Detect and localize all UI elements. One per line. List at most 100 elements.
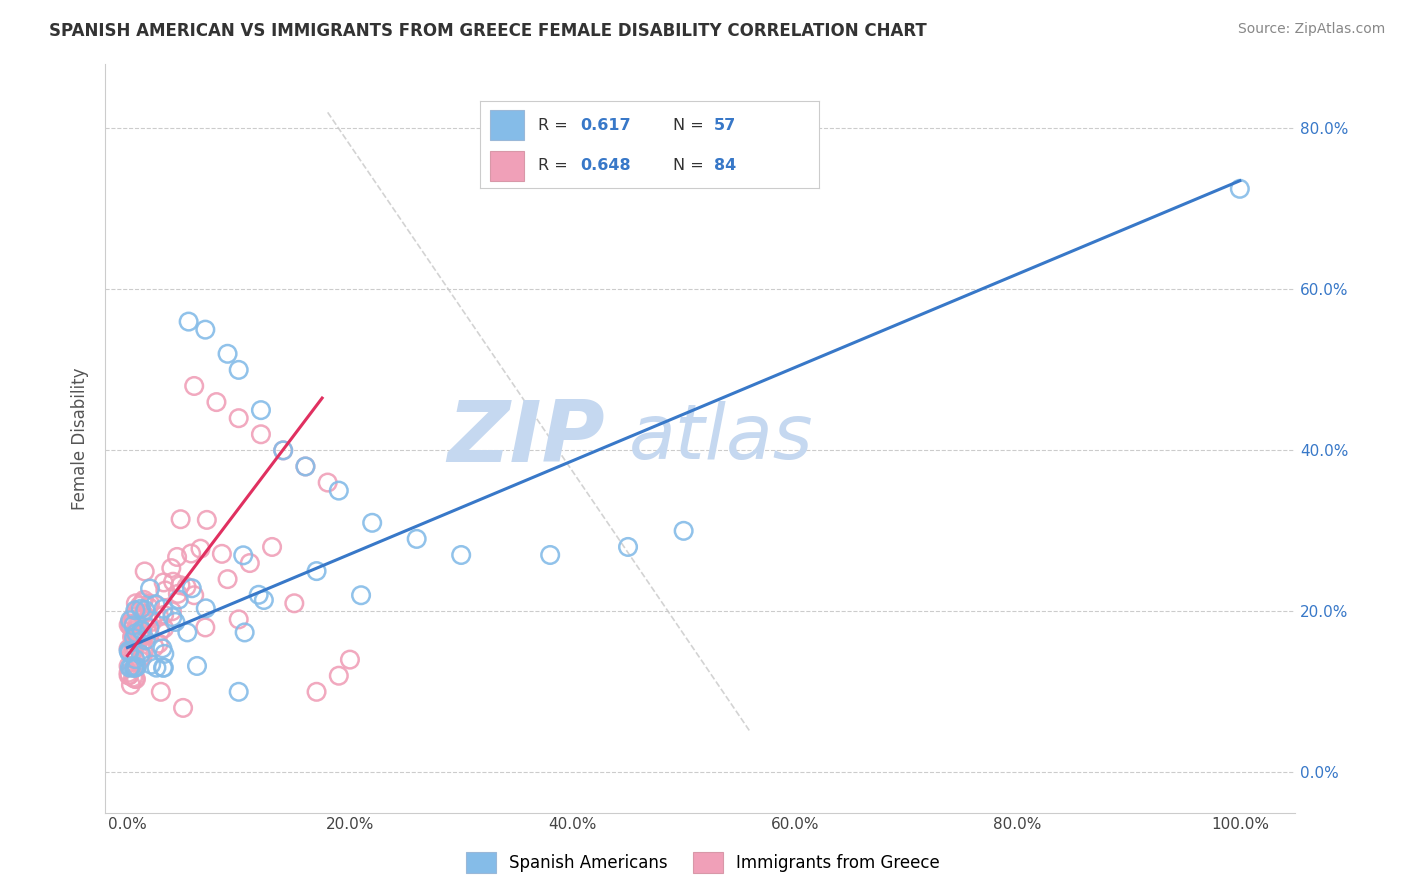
Point xyxy=(328,483,350,498)
Point xyxy=(167,592,190,607)
Point xyxy=(148,637,170,651)
Point xyxy=(131,623,153,637)
Point xyxy=(228,685,250,699)
Point xyxy=(211,547,233,561)
Point xyxy=(118,646,141,660)
Point xyxy=(117,665,139,680)
Point xyxy=(205,395,228,409)
Point xyxy=(122,617,145,632)
Point xyxy=(176,580,198,594)
Point xyxy=(250,427,273,442)
Point xyxy=(155,583,177,598)
Point xyxy=(262,540,284,554)
Point xyxy=(194,601,217,615)
Point xyxy=(305,564,328,578)
Point xyxy=(152,575,174,590)
Point xyxy=(176,625,198,640)
Point xyxy=(125,672,148,686)
Point xyxy=(194,323,217,337)
Point xyxy=(118,616,141,631)
Point xyxy=(143,640,166,654)
Point xyxy=(122,671,145,685)
Point xyxy=(134,603,156,617)
Point xyxy=(124,661,146,675)
Point xyxy=(132,645,155,659)
Point xyxy=(152,661,174,675)
Point xyxy=(162,610,184,624)
Point xyxy=(118,661,141,675)
Point xyxy=(250,403,273,417)
Point xyxy=(538,548,561,562)
Point xyxy=(328,669,350,683)
Point xyxy=(118,668,141,682)
Point xyxy=(124,672,146,686)
Point xyxy=(117,668,139,682)
Point xyxy=(283,596,305,610)
Point xyxy=(138,599,160,614)
Point xyxy=(124,624,146,638)
Text: atlas: atlas xyxy=(628,401,814,475)
Point xyxy=(153,607,176,622)
Text: SPANISH AMERICAN VS IMMIGRANTS FROM GREECE FEMALE DISABILITY CORRELATION CHART: SPANISH AMERICAN VS IMMIGRANTS FROM GREE… xyxy=(49,22,927,40)
Point xyxy=(152,641,174,656)
Point xyxy=(183,588,205,602)
Point xyxy=(361,516,384,530)
Point xyxy=(128,628,150,642)
Point xyxy=(122,661,145,675)
Point xyxy=(1229,182,1251,196)
Text: Source: ZipAtlas.com: Source: ZipAtlas.com xyxy=(1237,22,1385,37)
Point xyxy=(149,685,172,699)
Point xyxy=(132,607,155,621)
Legend: Spanish Americans, Immigrants from Greece: Spanish Americans, Immigrants from Greec… xyxy=(460,846,946,880)
Point xyxy=(271,443,294,458)
Point xyxy=(129,601,152,615)
Point xyxy=(194,620,217,634)
Point xyxy=(239,556,262,570)
Point xyxy=(117,644,139,658)
Point xyxy=(617,540,640,554)
Point xyxy=(122,643,145,657)
Point xyxy=(122,648,145,663)
Point xyxy=(228,363,250,377)
Point xyxy=(186,659,208,673)
Point xyxy=(316,475,339,490)
Point xyxy=(129,648,152,662)
Point xyxy=(180,547,202,561)
Point xyxy=(166,549,188,564)
Point xyxy=(122,638,145,652)
Point xyxy=(122,609,145,624)
Point xyxy=(672,524,695,538)
Point xyxy=(122,628,145,642)
Point xyxy=(117,641,139,656)
Point xyxy=(124,634,146,648)
Point xyxy=(228,411,250,425)
Point xyxy=(195,513,218,527)
Point xyxy=(121,659,143,673)
Point xyxy=(134,565,156,579)
Point xyxy=(253,593,276,607)
Point xyxy=(233,625,256,640)
Point xyxy=(117,617,139,632)
Point xyxy=(131,624,153,638)
Point xyxy=(132,607,155,621)
Point xyxy=(149,624,172,639)
Point xyxy=(145,661,167,675)
Point xyxy=(120,678,142,692)
Point xyxy=(139,627,162,641)
Point xyxy=(247,588,270,602)
Point xyxy=(132,633,155,648)
Point xyxy=(132,649,155,664)
Point xyxy=(217,347,239,361)
Point xyxy=(135,633,157,648)
Point xyxy=(131,595,153,609)
Point xyxy=(217,572,239,586)
Point xyxy=(339,652,361,666)
Point xyxy=(141,615,163,629)
Point xyxy=(450,548,472,562)
Point xyxy=(153,647,176,661)
Point xyxy=(141,657,163,672)
Point xyxy=(120,648,142,662)
Point xyxy=(121,630,143,644)
Point xyxy=(122,631,145,645)
Point xyxy=(305,685,328,699)
